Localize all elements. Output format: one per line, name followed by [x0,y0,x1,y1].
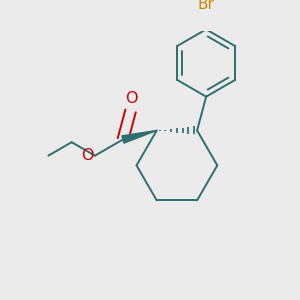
Text: Br: Br [198,0,214,12]
Text: O: O [125,91,137,106]
Polygon shape [122,130,157,143]
Text: O: O [81,148,93,163]
